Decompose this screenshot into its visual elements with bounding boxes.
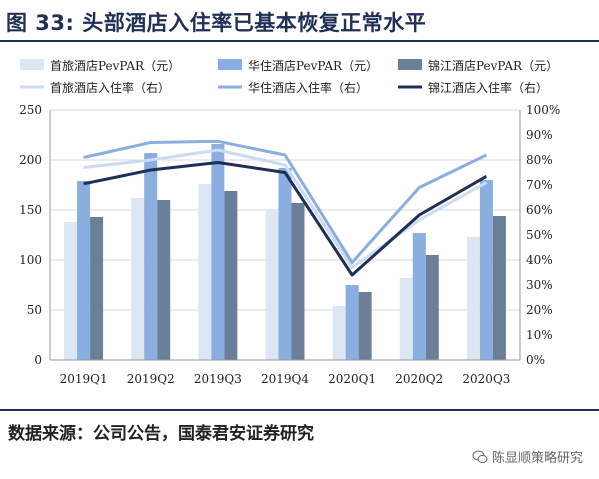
figure-title: 图 33: 头部酒店入住率已基本恢复正常水平 — [6, 11, 427, 35]
y-right-tick-label: 80% — [526, 153, 553, 167]
series-line-1 — [83, 148, 488, 269]
y-left-tick-label: 50 — [27, 303, 42, 317]
bar-5-series-2 — [345, 285, 359, 360]
series-line-2 — [83, 139, 488, 264]
chart: 首旅酒店PevPAR（元） 华住酒店PevPAR（元） 锦江酒店PevPAR（元） 首… — [19, 59, 560, 386]
bar-3-series-3 — [224, 191, 238, 360]
y-right-tick-label: 60% — [526, 203, 553, 217]
title-divider — [0, 40, 599, 42]
y-right-tick-label: 30% — [526, 278, 553, 292]
y-left-tick-label: 200 — [19, 153, 42, 167]
x-tick-label: 2019Q3 — [194, 372, 242, 386]
y-right-tick-label: 0% — [526, 353, 545, 367]
bar-1-series-1 — [64, 222, 78, 360]
bar-2-series-3 — [157, 200, 171, 360]
x-tick-label: 2020Q1 — [328, 372, 376, 386]
bar-5-series-1 — [332, 306, 346, 360]
bar-3-series-2 — [211, 144, 225, 360]
series-line-3 — [83, 161, 488, 277]
y-right-tick-label: 20% — [526, 303, 553, 317]
bar-1-series-3 — [90, 217, 104, 360]
y-right-tick-label: 40% — [526, 253, 553, 267]
watermark-text: 陈显顺策略研究 — [491, 451, 583, 466]
bar-6-series-2 — [412, 233, 426, 360]
source-note: 数据来源：公司公告，国泰君安证券研究 — [8, 424, 314, 444]
bar-6-series-1 — [399, 278, 413, 360]
bar-4-series-3 — [291, 203, 305, 360]
y-left-tick-label: 100 — [19, 253, 42, 267]
y-left-tick-label: 0 — [34, 353, 42, 367]
lines — [83, 139, 488, 277]
bar-2-series-2 — [144, 153, 158, 360]
legend: 首旅酒店PevPAR（元） 华住酒店PevPAR（元） 锦江酒店PevPAR（元） 首… — [20, 59, 558, 95]
footer-divider — [0, 409, 599, 411]
legend-label: 首旅酒店PevPAR（元） — [50, 59, 180, 73]
bar-6-series-3 — [425, 255, 439, 360]
axes: 0 50 100 150 200 250 0% 10% 20% 30% 40% 50% 60% 70% 80… — [19, 103, 560, 386]
legend-swatch — [398, 59, 422, 70]
bars — [64, 144, 506, 360]
legend-label: 华住酒店PevPAR（元） — [248, 59, 378, 73]
legend-label: 锦江酒店PevPAR（元） — [428, 59, 558, 73]
bar-7-series-1 — [466, 237, 480, 360]
bar-5-series-3 — [358, 292, 372, 360]
bar-2-series-1 — [131, 198, 145, 360]
y-right-tick-label: 50% — [526, 228, 553, 242]
bar-7-series-3 — [492, 216, 506, 360]
bar-4-series-1 — [265, 209, 279, 360]
x-tick-label: 2019Q2 — [127, 372, 175, 386]
legend-swatch — [20, 59, 44, 70]
legend-label: 锦江酒店入住率（右） — [428, 80, 548, 95]
wechat-icon — [472, 450, 488, 463]
x-tick-label: 2020Q3 — [462, 372, 510, 386]
y-right-tick-label: 100% — [526, 103, 560, 117]
y-right-tick-label: 70% — [526, 178, 553, 192]
y-left-tick-label: 150 — [19, 203, 42, 217]
bar-1-series-2 — [77, 181, 91, 360]
legend-swatch — [218, 59, 242, 70]
bar-7-series-2 — [479, 180, 493, 360]
y-right-tick-label: 10% — [526, 328, 553, 342]
watermark: 陈显顺策略研究 — [472, 447, 583, 466]
legend-label: 首旅酒店入住率（右） — [50, 80, 170, 95]
x-tick-label: 2020Q2 — [395, 372, 443, 386]
legend-label: 华住酒店入住率（右） — [248, 80, 368, 95]
title-bar: 图 33: 头部酒店入住率已基本恢复正常水平 — [0, 0, 599, 40]
y-left-tick-label: 250 — [19, 103, 42, 117]
y-right-tick-label: 90% — [526, 128, 553, 142]
x-tick-label: 2019Q4 — [261, 372, 309, 386]
bar-3-series-1 — [198, 184, 212, 360]
bar-4-series-2 — [278, 168, 292, 360]
x-tick-label: 2019Q1 — [60, 372, 108, 386]
